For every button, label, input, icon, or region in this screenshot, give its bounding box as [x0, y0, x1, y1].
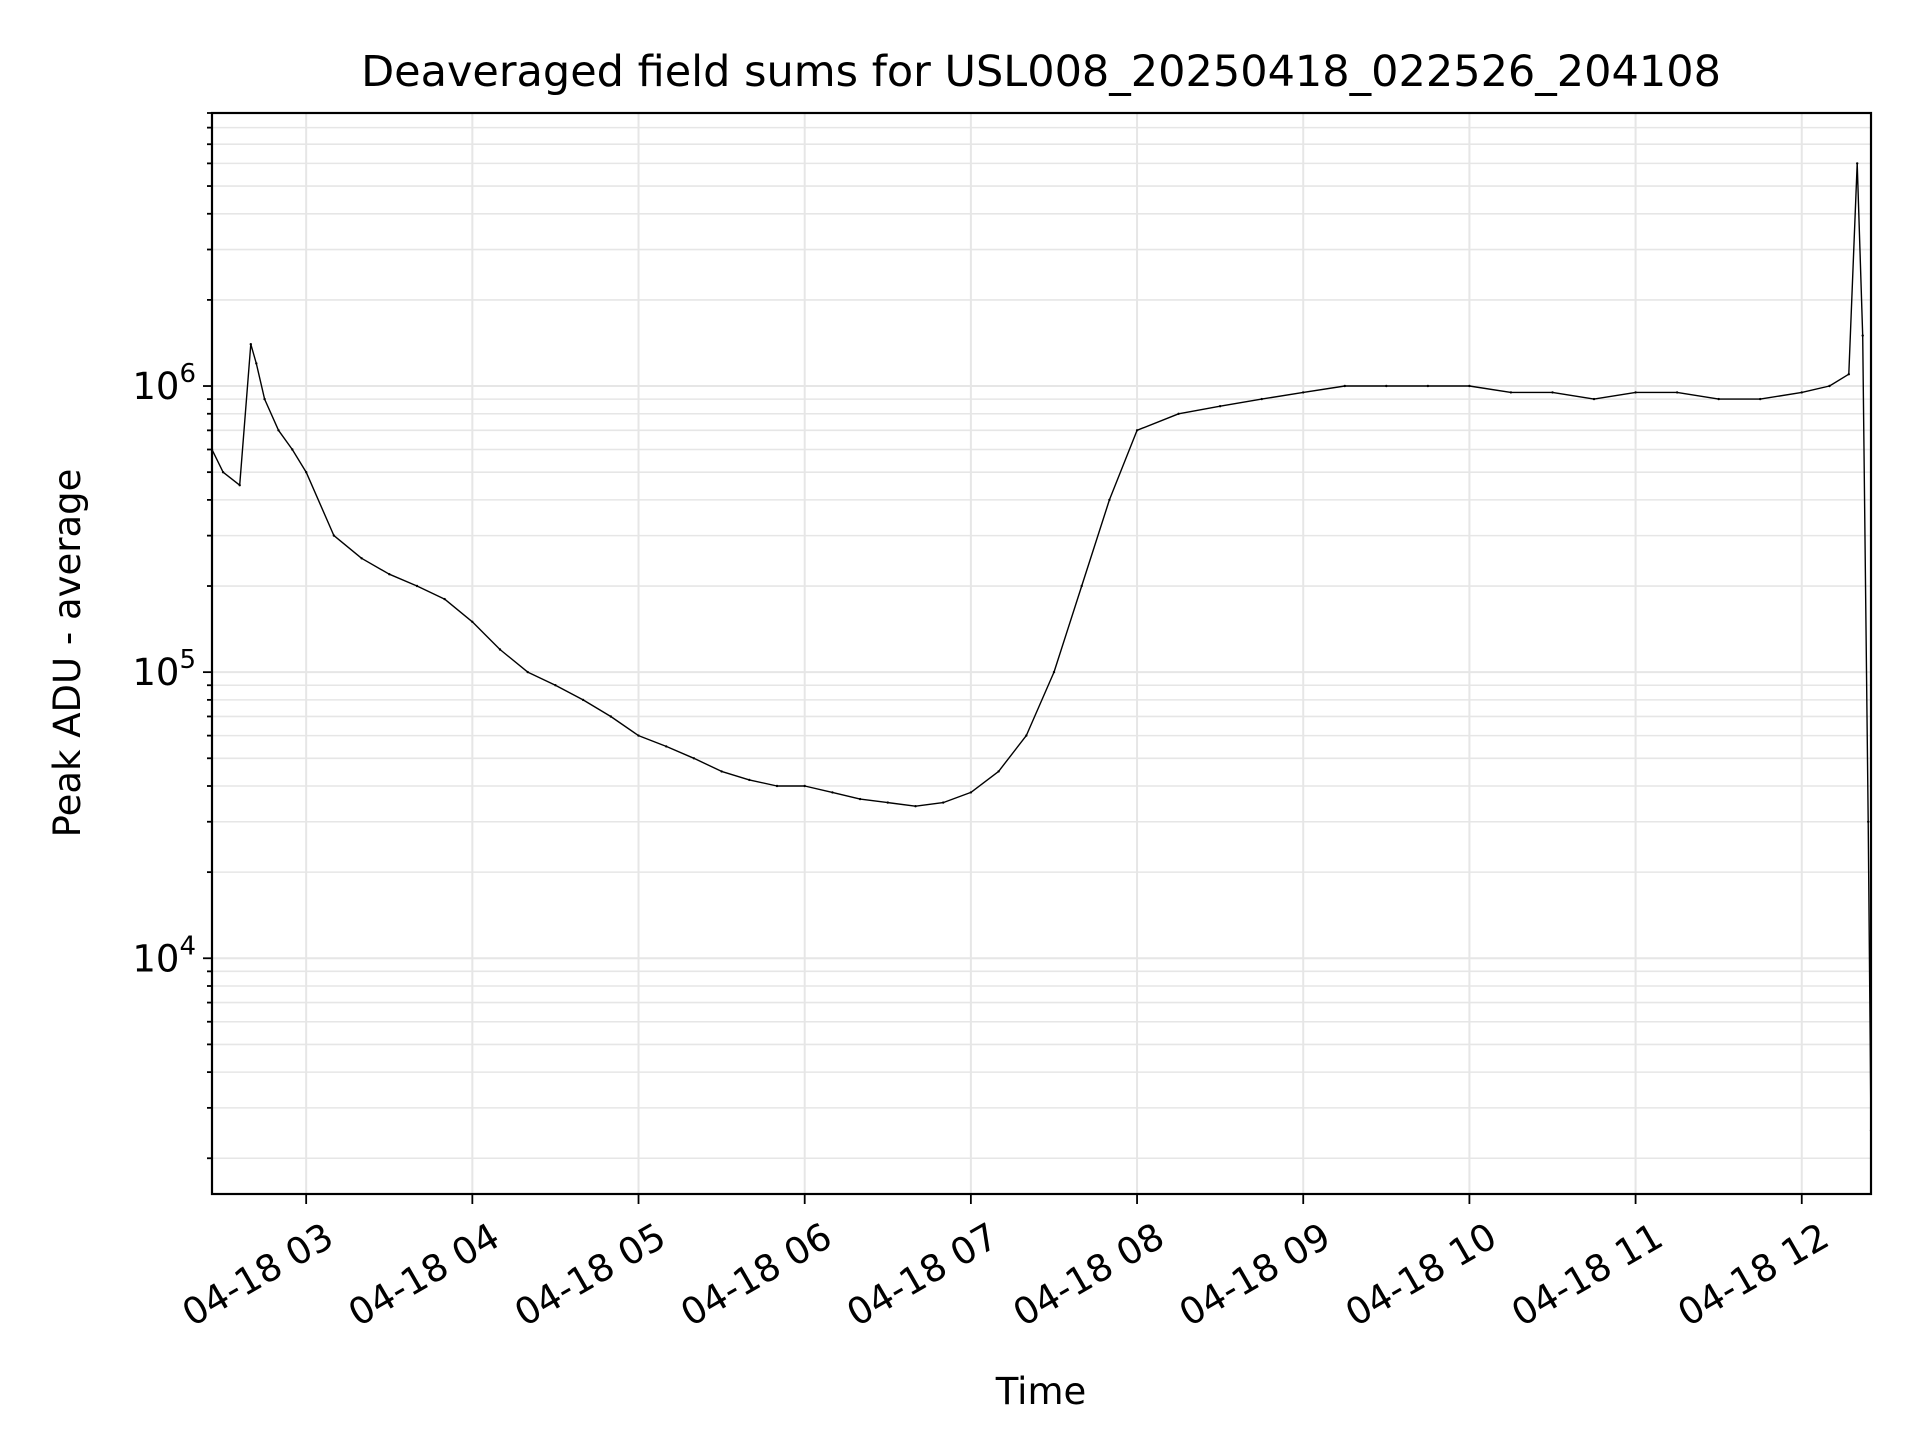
data-point	[1080, 584, 1083, 588]
data-point	[1218, 405, 1222, 408]
data-point	[665, 745, 668, 748]
y-tick-label: 104	[132, 931, 196, 980]
data-point	[581, 698, 585, 702]
data-point	[803, 784, 806, 788]
data-point	[1592, 397, 1596, 401]
data-point	[692, 757, 696, 760]
data-point	[1551, 391, 1554, 394]
x-axis-label: Time	[995, 1370, 1087, 1413]
data-point	[609, 715, 612, 718]
y-tick-label: 105	[132, 645, 196, 694]
data-point	[1108, 498, 1111, 502]
data-point	[332, 534, 336, 537]
data-point	[1800, 391, 1804, 394]
data-point	[1861, 334, 1864, 337]
data-point	[1634, 391, 1637, 394]
data-point	[1343, 384, 1347, 388]
data-point	[720, 770, 723, 773]
data-point	[1856, 162, 1859, 165]
data-point	[942, 801, 945, 804]
data-point	[1025, 734, 1028, 737]
data-point	[1509, 391, 1513, 394]
series-layer	[212, 162, 1871, 1132]
data-point	[1135, 429, 1139, 432]
data-point	[263, 397, 266, 401]
data-point	[277, 429, 280, 432]
y-axis-label: Peak ADU - average	[46, 469, 89, 838]
y-axis: 104 105 106	[132, 112, 212, 1160]
data-point	[221, 471, 225, 474]
data-point	[305, 471, 308, 474]
data-point	[1847, 373, 1851, 376]
data-point	[1759, 397, 1762, 401]
data-point	[831, 791, 834, 794]
data-point	[415, 584, 419, 588]
data-point	[554, 684, 557, 687]
data-point	[443, 597, 446, 601]
data-point	[997, 770, 1000, 773]
data-point	[886, 801, 889, 804]
data-point	[249, 343, 252, 346]
data-point	[775, 784, 779, 788]
data-point	[360, 557, 363, 560]
data-point	[1468, 384, 1471, 388]
data-point	[858, 797, 862, 801]
data-point	[1385, 384, 1388, 388]
data-point	[1675, 391, 1679, 394]
data-point	[498, 648, 502, 651]
data-point	[1177, 412, 1180, 415]
data-point	[238, 484, 241, 487]
data-point	[1717, 397, 1720, 401]
data-point	[1426, 384, 1430, 388]
data-point	[291, 448, 294, 451]
chart-title: Deaveraged field sums for USL008_2025041…	[361, 47, 1721, 97]
plot-frame	[210, 111, 1873, 1196]
data-point	[388, 573, 391, 576]
data-point	[914, 805, 917, 808]
data-point	[1828, 384, 1831, 388]
data-point	[1302, 391, 1305, 394]
data-point	[969, 791, 973, 794]
data-point	[748, 778, 751, 782]
data-point	[1867, 820, 1870, 823]
data-point	[526, 670, 529, 674]
data-point	[1052, 670, 1056, 674]
data-point	[1260, 397, 1263, 401]
data-point	[255, 362, 258, 365]
data-point	[471, 620, 474, 623]
y-tick-label: 106	[132, 359, 196, 408]
data-point	[637, 734, 640, 737]
